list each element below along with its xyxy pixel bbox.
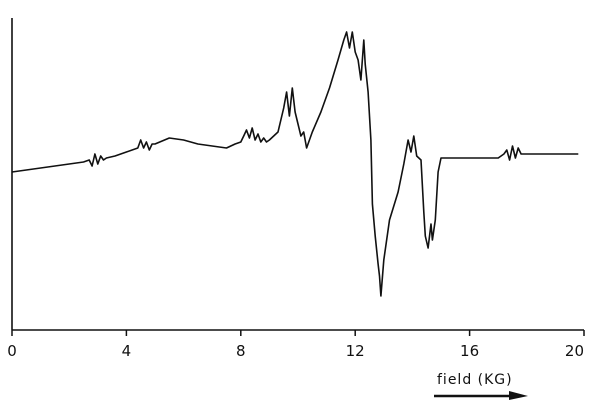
x-tick-label: 0 [7, 342, 17, 360]
x-axis-label: field (KG) [437, 372, 513, 388]
series-line [11, 31, 579, 297]
x-tick-labels: 0 4 8 12 16 20 [7, 342, 584, 360]
x-tick-label: 8 [236, 342, 246, 360]
x-ticks [11, 330, 585, 336]
x-tick-label: 16 [460, 342, 479, 360]
x-axis-arrow [434, 391, 528, 400]
x-tick-label: 20 [565, 342, 584, 360]
x-tick-label: 4 [122, 342, 132, 360]
x-tick-label: 12 [346, 342, 365, 360]
